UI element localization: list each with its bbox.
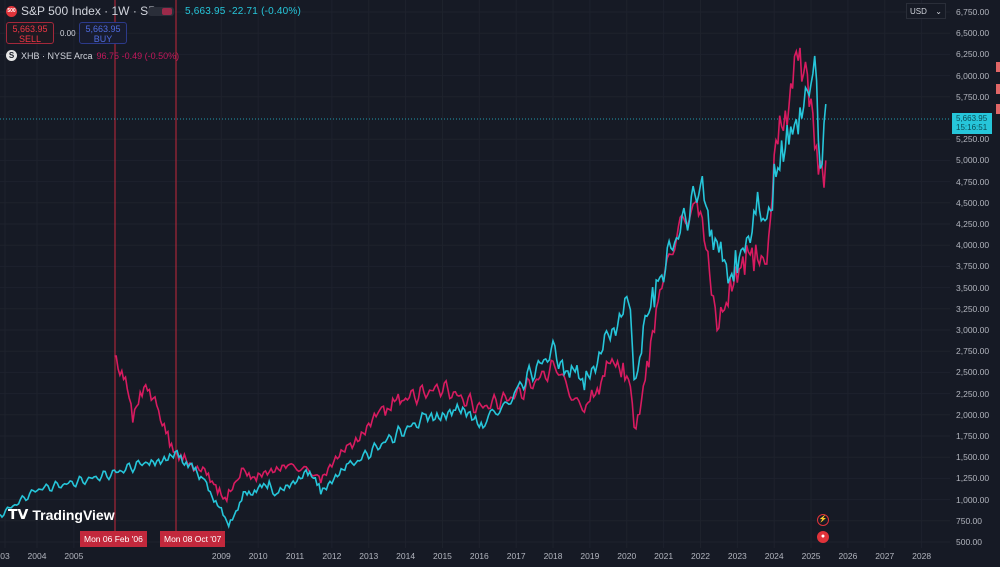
date-marker-end: Mon 08 Oct '07 bbox=[160, 531, 226, 547]
x-tick-label: 2005 bbox=[64, 551, 84, 561]
y-tick-label: 5,750.00 bbox=[956, 91, 990, 102]
y-tick-label: 5,250.00 bbox=[956, 134, 990, 145]
y-tick-label: 2,000.00 bbox=[956, 409, 990, 420]
x-tick-label: 2025 bbox=[801, 551, 821, 561]
x-tick-label: 2019 bbox=[580, 551, 600, 561]
y-tick-label: 4,750.00 bbox=[956, 176, 990, 187]
buy-button[interactable]: 5,663.95 BUY bbox=[79, 22, 127, 44]
x-tick-label: 2010 bbox=[248, 551, 268, 561]
y-tick-label: 2,750.00 bbox=[956, 346, 990, 357]
sp500-logo-icon: 500 bbox=[6, 5, 17, 17]
y-tick-label: 6,500.00 bbox=[956, 28, 990, 39]
y-tick-label: 1,250.00 bbox=[956, 473, 990, 484]
y-tick-label: 3,000.00 bbox=[956, 325, 990, 335]
x-tick-label: 2026 bbox=[838, 551, 858, 561]
x-tick-label: 2024 bbox=[764, 551, 784, 561]
x-tick-label: 2016 bbox=[469, 551, 489, 561]
alert-marker bbox=[996, 104, 1000, 114]
currency-select[interactable]: USD ⌄ bbox=[906, 3, 946, 19]
y-tick-label: 3,750.00 bbox=[956, 261, 990, 272]
y-tick-label: 2,500.00 bbox=[956, 367, 990, 378]
visibility-toggle[interactable] bbox=[148, 7, 174, 16]
x-tick-label: 2014 bbox=[396, 551, 416, 561]
x-tick-label: 2020 bbox=[617, 551, 637, 561]
chevron-down-icon: ⌄ bbox=[935, 7, 942, 16]
x-tick-label: 2027 bbox=[875, 551, 895, 561]
xhb-logo-icon: S bbox=[6, 50, 17, 61]
x-tick-label: 2028 bbox=[912, 551, 932, 561]
x-tick-label: 2011 bbox=[285, 551, 305, 561]
date-marker-start: Mon 06 Feb '06 bbox=[80, 531, 147, 547]
tradingview-logo: 𝗧𝗩 TradingView bbox=[8, 506, 115, 523]
y-tick-label: 6,250.00 bbox=[956, 49, 990, 60]
y-tick-label: 5,000.00 bbox=[956, 155, 990, 166]
y-tick-label: 3,250.00 bbox=[956, 303, 990, 314]
x-tick-label: 2018 bbox=[543, 551, 563, 561]
y-tick-label: 500.00 bbox=[956, 537, 982, 547]
y-tick-label: 4,250.00 bbox=[956, 219, 990, 229]
symbol-quote: 5,663.95 -22.71 (-0.40%) bbox=[185, 6, 302, 17]
x-tick-label: 2022 bbox=[691, 551, 710, 561]
y-tick-label: 4,500.00 bbox=[956, 197, 990, 208]
x-tick-label: 2015 bbox=[432, 551, 452, 561]
sell-button[interactable]: 5,663.95 SELL bbox=[6, 22, 54, 44]
symbol-title[interactable]: S&P 500 Index · 1W · SP bbox=[21, 4, 157, 18]
y-tick-label: 1,000.00 bbox=[956, 494, 990, 505]
x-tick-label: 2012 bbox=[322, 551, 342, 561]
event-flash-icon[interactable]: ⚡ bbox=[817, 514, 829, 526]
y-tick-label: 6,000.00 bbox=[956, 70, 990, 81]
x-tick-label: 2004 bbox=[27, 551, 47, 561]
event-flag-icon[interactable]: ● bbox=[817, 531, 829, 543]
y-tick-label: 2,250.00 bbox=[956, 388, 990, 399]
last-price-tag: 5,663.95 15:16:51 bbox=[952, 113, 992, 134]
y-tick-label: 750.00 bbox=[956, 515, 982, 526]
x-tick-label: 2013 bbox=[359, 551, 379, 561]
y-tick-label: 1,500.00 bbox=[956, 452, 990, 463]
x-tick-label: 2021 bbox=[654, 551, 674, 561]
y-tick-label: 4,000.00 bbox=[956, 240, 990, 251]
sp500-series-line[interactable] bbox=[0, 55, 827, 529]
y-tick-label: 1,750.00 bbox=[956, 431, 990, 441]
y-tick-label: 3,500.00 bbox=[956, 282, 990, 293]
symbol-header[interactable]: 500 S&P 500 Index · 1W · SP bbox=[6, 4, 156, 18]
tradingview-icon: 𝗧𝗩 bbox=[8, 506, 29, 522]
x-tick-label: 2017 bbox=[506, 551, 526, 561]
compare-value: 96.75 -0.49 (-0.50%) bbox=[96, 50, 180, 61]
x-tick-label: 03 bbox=[0, 551, 10, 561]
compare-label: XHB · NYSE Arca bbox=[21, 50, 93, 61]
x-tick-label: 2023 bbox=[727, 551, 747, 561]
y-tick-label: 6,750.00 bbox=[956, 7, 990, 17]
xhb-series-line[interactable] bbox=[114, 47, 827, 504]
spread-value: 0.00 bbox=[60, 29, 76, 38]
compare-legend[interactable]: S XHB · NYSE Arca 96.75 -0.49 (-0.50%) bbox=[6, 50, 179, 61]
x-tick-label: 2009 bbox=[211, 551, 231, 561]
alert-marker bbox=[996, 84, 1000, 94]
alert-marker bbox=[996, 62, 1000, 72]
